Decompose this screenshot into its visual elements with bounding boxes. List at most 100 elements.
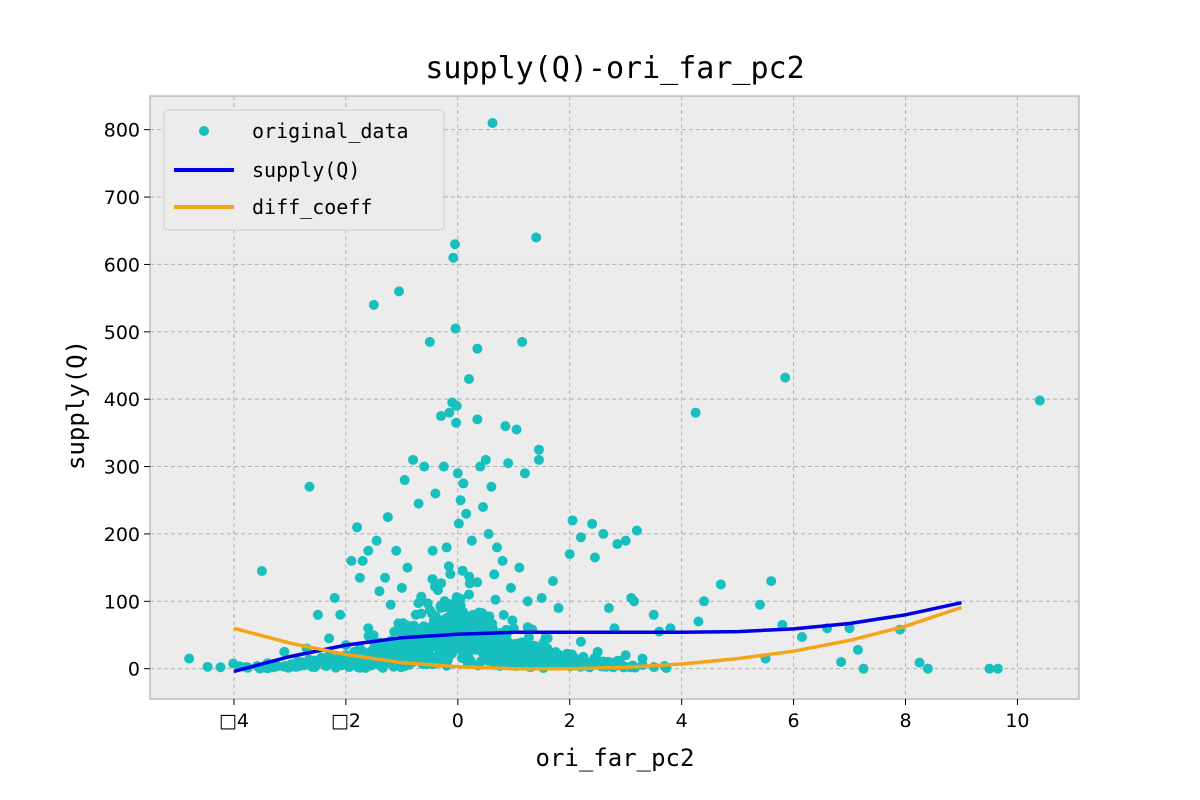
legend-box [163,109,445,231]
y-tick-label: 100 [104,591,140,613]
data-point [489,644,500,655]
data-point [438,461,449,472]
data-point [475,461,486,472]
data-point [461,639,472,650]
data-point [598,528,609,539]
data-point [522,596,533,607]
data-point [483,528,494,539]
data-point [858,663,869,674]
data-point [363,545,374,556]
data-point [519,468,530,479]
data-point [304,481,315,492]
data-point [505,582,516,593]
data-point [536,592,547,603]
data-point [547,576,558,587]
data-point [456,652,467,663]
data-point [472,414,483,425]
data-point [324,633,335,644]
data-point [451,417,462,428]
data-point [551,656,562,667]
data-point [452,468,463,479]
data-point [429,639,440,650]
data-point [568,659,579,670]
data-point [517,336,528,347]
data-point [371,535,382,546]
data-point [343,661,354,672]
y-tick-label: 200 [104,524,140,546]
data-point [414,625,425,636]
legend-label-supply: supply(Q) [252,158,360,182]
x-tick-label: 10 [1005,710,1029,732]
data-point [500,421,511,432]
data-point [354,572,365,583]
data-point [450,239,461,250]
data-point [502,650,513,661]
data-point [836,656,847,667]
data-point [445,569,456,580]
data-point [699,596,710,607]
y-tick-label: 300 [104,457,140,479]
data-point [407,640,418,651]
data-point [487,117,498,128]
data-point [766,576,777,587]
data-point [184,653,195,664]
data-point [408,454,419,465]
data-point [452,593,463,604]
data-point [354,661,365,672]
data-point [620,535,631,546]
data-point [631,525,642,536]
data-point [450,323,461,334]
data-point [458,478,469,489]
data-point [852,644,863,655]
data-point [472,577,483,588]
data-point [413,646,424,657]
data-point [346,555,357,566]
data-point [461,508,472,519]
y-tick-label: 400 [104,389,140,411]
data-point [476,656,487,667]
x-tick-label: 0 [452,710,464,732]
data-point [382,512,393,523]
data-point [391,545,402,556]
data-point [777,619,788,630]
data-point [497,555,508,566]
x-axis-ticks: □4 □2 0 2 4 6 8 10 [219,699,1030,732]
data-point [533,454,544,465]
data-point [514,562,525,573]
data-point [486,633,497,644]
data-point [396,582,407,593]
y-tick-label: 700 [104,187,140,209]
x-tick-label: 2 [564,710,576,732]
data-point [262,663,273,674]
data-point [374,586,385,597]
data-point [329,592,340,603]
data-point [1034,395,1045,406]
data-point [486,481,497,492]
x-tick-label: 4 [676,710,688,732]
data-point [480,454,491,465]
data-point [483,622,494,633]
data-point [558,655,569,666]
data-point [446,612,457,623]
data-point [477,501,488,512]
data-point [385,599,396,610]
data-point [780,372,791,383]
data-point [715,579,726,590]
supply-line [233,600,962,674]
y-axis-label: supply(Q) [62,340,90,470]
scatter-points [184,117,1045,674]
legend-marker-original-data [199,126,209,136]
data-point [472,343,483,354]
data-point [215,662,226,673]
x-axis-label: ori_far_pc2 [536,744,695,772]
data-point [587,518,598,529]
data-point [443,561,454,572]
data-point [368,299,379,310]
data-point [567,515,578,526]
data-point [498,610,509,621]
data-point [612,539,623,550]
data-point [416,608,427,619]
data-point [507,615,518,626]
diff-coeff-line [233,605,963,671]
legend-label-original-data: original_data [252,119,409,143]
